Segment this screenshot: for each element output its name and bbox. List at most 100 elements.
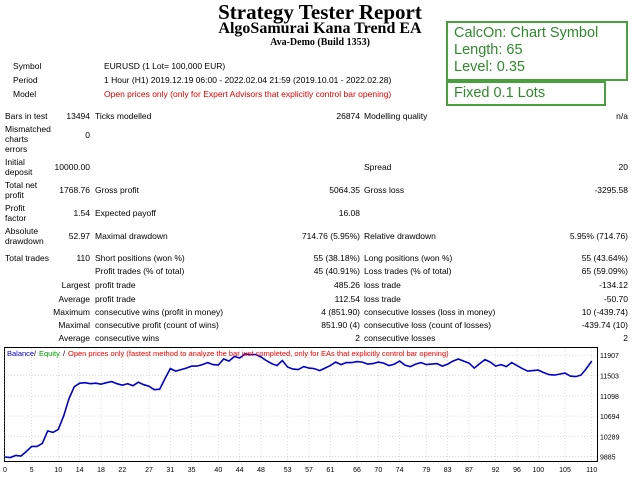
x-tick-label: 0 xyxy=(3,467,7,474)
x-tick-labels: 0 5 10 14 18 22 27 31 35 40 44 48 53 57 61 66 70 74 79 83 87… xyxy=(3,467,597,474)
x-tick-label: 35 xyxy=(188,467,196,474)
level-text: Level: 0.35 xyxy=(454,59,525,75)
symbol-label: Symbol xyxy=(13,61,42,71)
legend-sep-2: / xyxy=(63,349,66,358)
x-tick-label: 14 xyxy=(76,467,84,474)
legend-balance: Balance xyxy=(7,349,34,358)
x-tick-label: 18 xyxy=(97,467,105,474)
x-tick-label: 22 xyxy=(118,467,126,474)
deposit-value: 10000.00 xyxy=(54,162,90,172)
avg-wins-label: consecutive wins xyxy=(95,333,160,343)
settings-box: CalcOn: Chart Symbol Length: 65 Level: 0… xyxy=(446,21,628,81)
symbol-value: EURUSD (1 Lot= 100,000 EUR) xyxy=(104,61,226,71)
loss-trades-label: Loss trades (% of total) xyxy=(364,266,452,276)
mismatch-label-3: errors xyxy=(5,144,28,154)
ticks-value: 26874 xyxy=(336,111,360,121)
x-tick-label: 27 xyxy=(145,467,153,474)
mismatch-label-1: Mismatched xyxy=(5,124,51,134)
lots-box: Fixed 0.1 Lots xyxy=(446,81,606,106)
spread-label: Spread xyxy=(364,162,392,172)
maximal-loss-value: -439.74 (10) xyxy=(581,320,628,330)
x-tick-label: 70 xyxy=(374,467,382,474)
model-value: Open prices only (only for Expert Adviso… xyxy=(104,89,392,99)
x-tick-label: 31 xyxy=(166,467,174,474)
spread-value: 20 xyxy=(618,162,628,172)
y-tick-label: 11907 xyxy=(600,353,619,360)
pf-label-2: factor xyxy=(5,213,27,223)
chart-frame xyxy=(4,347,598,462)
y-tick-labels: 9885 10289 10694 11098 11503 11907 xyxy=(600,353,620,462)
average-label: Average xyxy=(58,294,90,304)
grossprofit-value: 5064.35 xyxy=(329,185,360,195)
largest-profit-label: profit trade xyxy=(95,280,136,290)
lots-text: Fixed 0.1 Lots xyxy=(454,85,546,101)
build-info: Ava-Demo (Build 1353) xyxy=(270,37,370,48)
calc-on-text: CalcOn: Chart Symbol xyxy=(454,25,599,41)
x-tick-label: 105 xyxy=(559,467,571,474)
x-tick-label: 100 xyxy=(532,467,544,474)
deposit-label-2: deposit xyxy=(5,167,33,177)
x-tick-label: 83 xyxy=(444,467,452,474)
max-losses-value: 10 (-439.74) xyxy=(581,307,628,317)
reldd-value: 5.95% (714.76) xyxy=(569,231,628,241)
legend-sep-1: / xyxy=(34,349,37,358)
balance-chart: 9885 10289 10694 11098 11503 11907 0 5 10 14 18 22… xyxy=(3,347,620,474)
average-profit-value: 112.54 xyxy=(334,294,360,304)
legend-equity: Equity xyxy=(39,349,60,358)
grossloss-label: Gross loss xyxy=(364,185,405,195)
chart-series xyxy=(4,353,593,459)
max-losses-label: consecutive losses (loss in money) xyxy=(364,307,496,317)
largest-loss-value: -134.12 xyxy=(599,280,628,290)
avg-losses-label: consecutive losses xyxy=(364,333,436,343)
average-loss-value: -50.70 xyxy=(603,294,628,304)
maximal-profit-value: 851.90 (4) xyxy=(321,320,360,330)
x-tick-label: 53 xyxy=(284,467,292,474)
balance-line xyxy=(4,353,593,459)
mismatch-value: 0 xyxy=(85,130,90,140)
x-tick-label: 48 xyxy=(257,467,265,474)
largest-label: Largest xyxy=(61,280,90,290)
absdd-value: 52.97 xyxy=(68,231,90,241)
x-tick-label: 87 xyxy=(465,467,473,474)
grossloss-value: -3295.58 xyxy=(594,185,628,195)
maximum-label: Maximum xyxy=(53,307,90,317)
legend-note: Open prices only (fastest method to anal… xyxy=(68,349,449,358)
max-wins-value: 4 (851.90) xyxy=(321,307,360,317)
report-title: Strategy Tester Report xyxy=(218,0,422,24)
y-tick-label: 11503 xyxy=(600,373,619,380)
y-tick-label: 10289 xyxy=(600,434,620,441)
absdd-label-2: drawdown xyxy=(5,236,44,246)
y-tick-label: 11098 xyxy=(600,394,619,401)
profit-trades-label: Profit trades (% of total) xyxy=(95,266,185,276)
profit-trades-value: 45 (40.91%) xyxy=(313,266,360,276)
short-label: Short positions (won %) xyxy=(95,253,185,263)
loss-trades-value: 65 (59.09%) xyxy=(581,266,628,276)
length-text: Length: 65 xyxy=(454,42,523,58)
x-tick-label: 5 xyxy=(30,467,34,474)
absdd-label-1: Absolute xyxy=(5,226,39,236)
avg-losses-value: 2 xyxy=(623,333,628,343)
netprofit-label-1: Total net xyxy=(5,180,38,190)
max-wins-label: consecutive wins (profit in money) xyxy=(95,307,224,317)
trades-value: 110 xyxy=(76,253,90,263)
x-tick-label: 96 xyxy=(513,467,521,474)
trades-label: Total trades xyxy=(5,253,49,263)
netprofit-label-2: profit xyxy=(5,190,24,200)
grossprofit-label: Gross profit xyxy=(95,185,139,195)
deposit-label-1: Initial xyxy=(5,157,25,167)
bars-label: Bars in test xyxy=(5,111,48,121)
largest-profit-value: 485.26 xyxy=(334,280,360,290)
avg-wins-value: 2 xyxy=(355,333,360,343)
x-tick-label: 61 xyxy=(326,467,334,474)
x-tick-label: 110 xyxy=(586,467,597,474)
x-tick-label: 79 xyxy=(422,467,430,474)
x-tick-label: 40 xyxy=(214,467,222,474)
quality-value: n/a xyxy=(616,111,628,121)
x-tick-label: 66 xyxy=(353,467,361,474)
period-value: 1 Hour (H1) 2019.12.19 06:00 - 2022.02.0… xyxy=(104,75,392,85)
ea-name: AlgoSamurai Kana Trend EA xyxy=(218,20,422,37)
maximal-label: Maximal xyxy=(58,320,90,330)
long-label: Long positions (won %) xyxy=(364,253,453,263)
average-profit-label: profit trade xyxy=(95,294,136,304)
mismatch-label-2: charts xyxy=(5,134,29,144)
